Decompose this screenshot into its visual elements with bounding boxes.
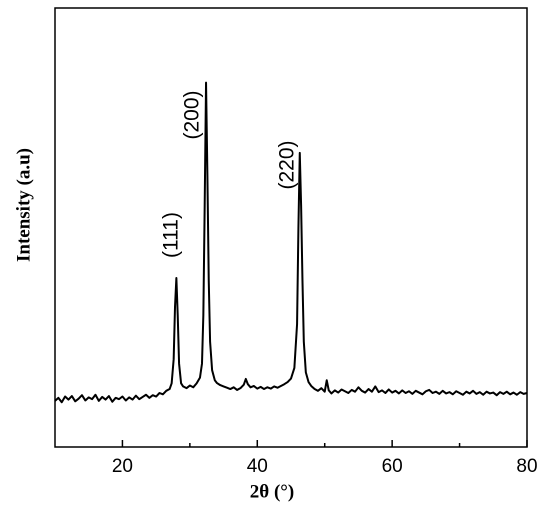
- x-tick-label: 60: [382, 456, 403, 477]
- peak-label: (111): [160, 212, 183, 258]
- x-tick-label: 80: [516, 456, 537, 477]
- x-tick-label: 20: [112, 456, 133, 477]
- plot-frame: [54, 7, 528, 448]
- y-axis-label: Intensity (a.u): [13, 148, 34, 262]
- peak-label: (200): [181, 90, 204, 139]
- data-line: [54, 81, 528, 404]
- x-tick-label: 40: [247, 456, 268, 477]
- x-axis-label: 2θ (°): [250, 481, 294, 502]
- peak-label: (220): [276, 140, 299, 189]
